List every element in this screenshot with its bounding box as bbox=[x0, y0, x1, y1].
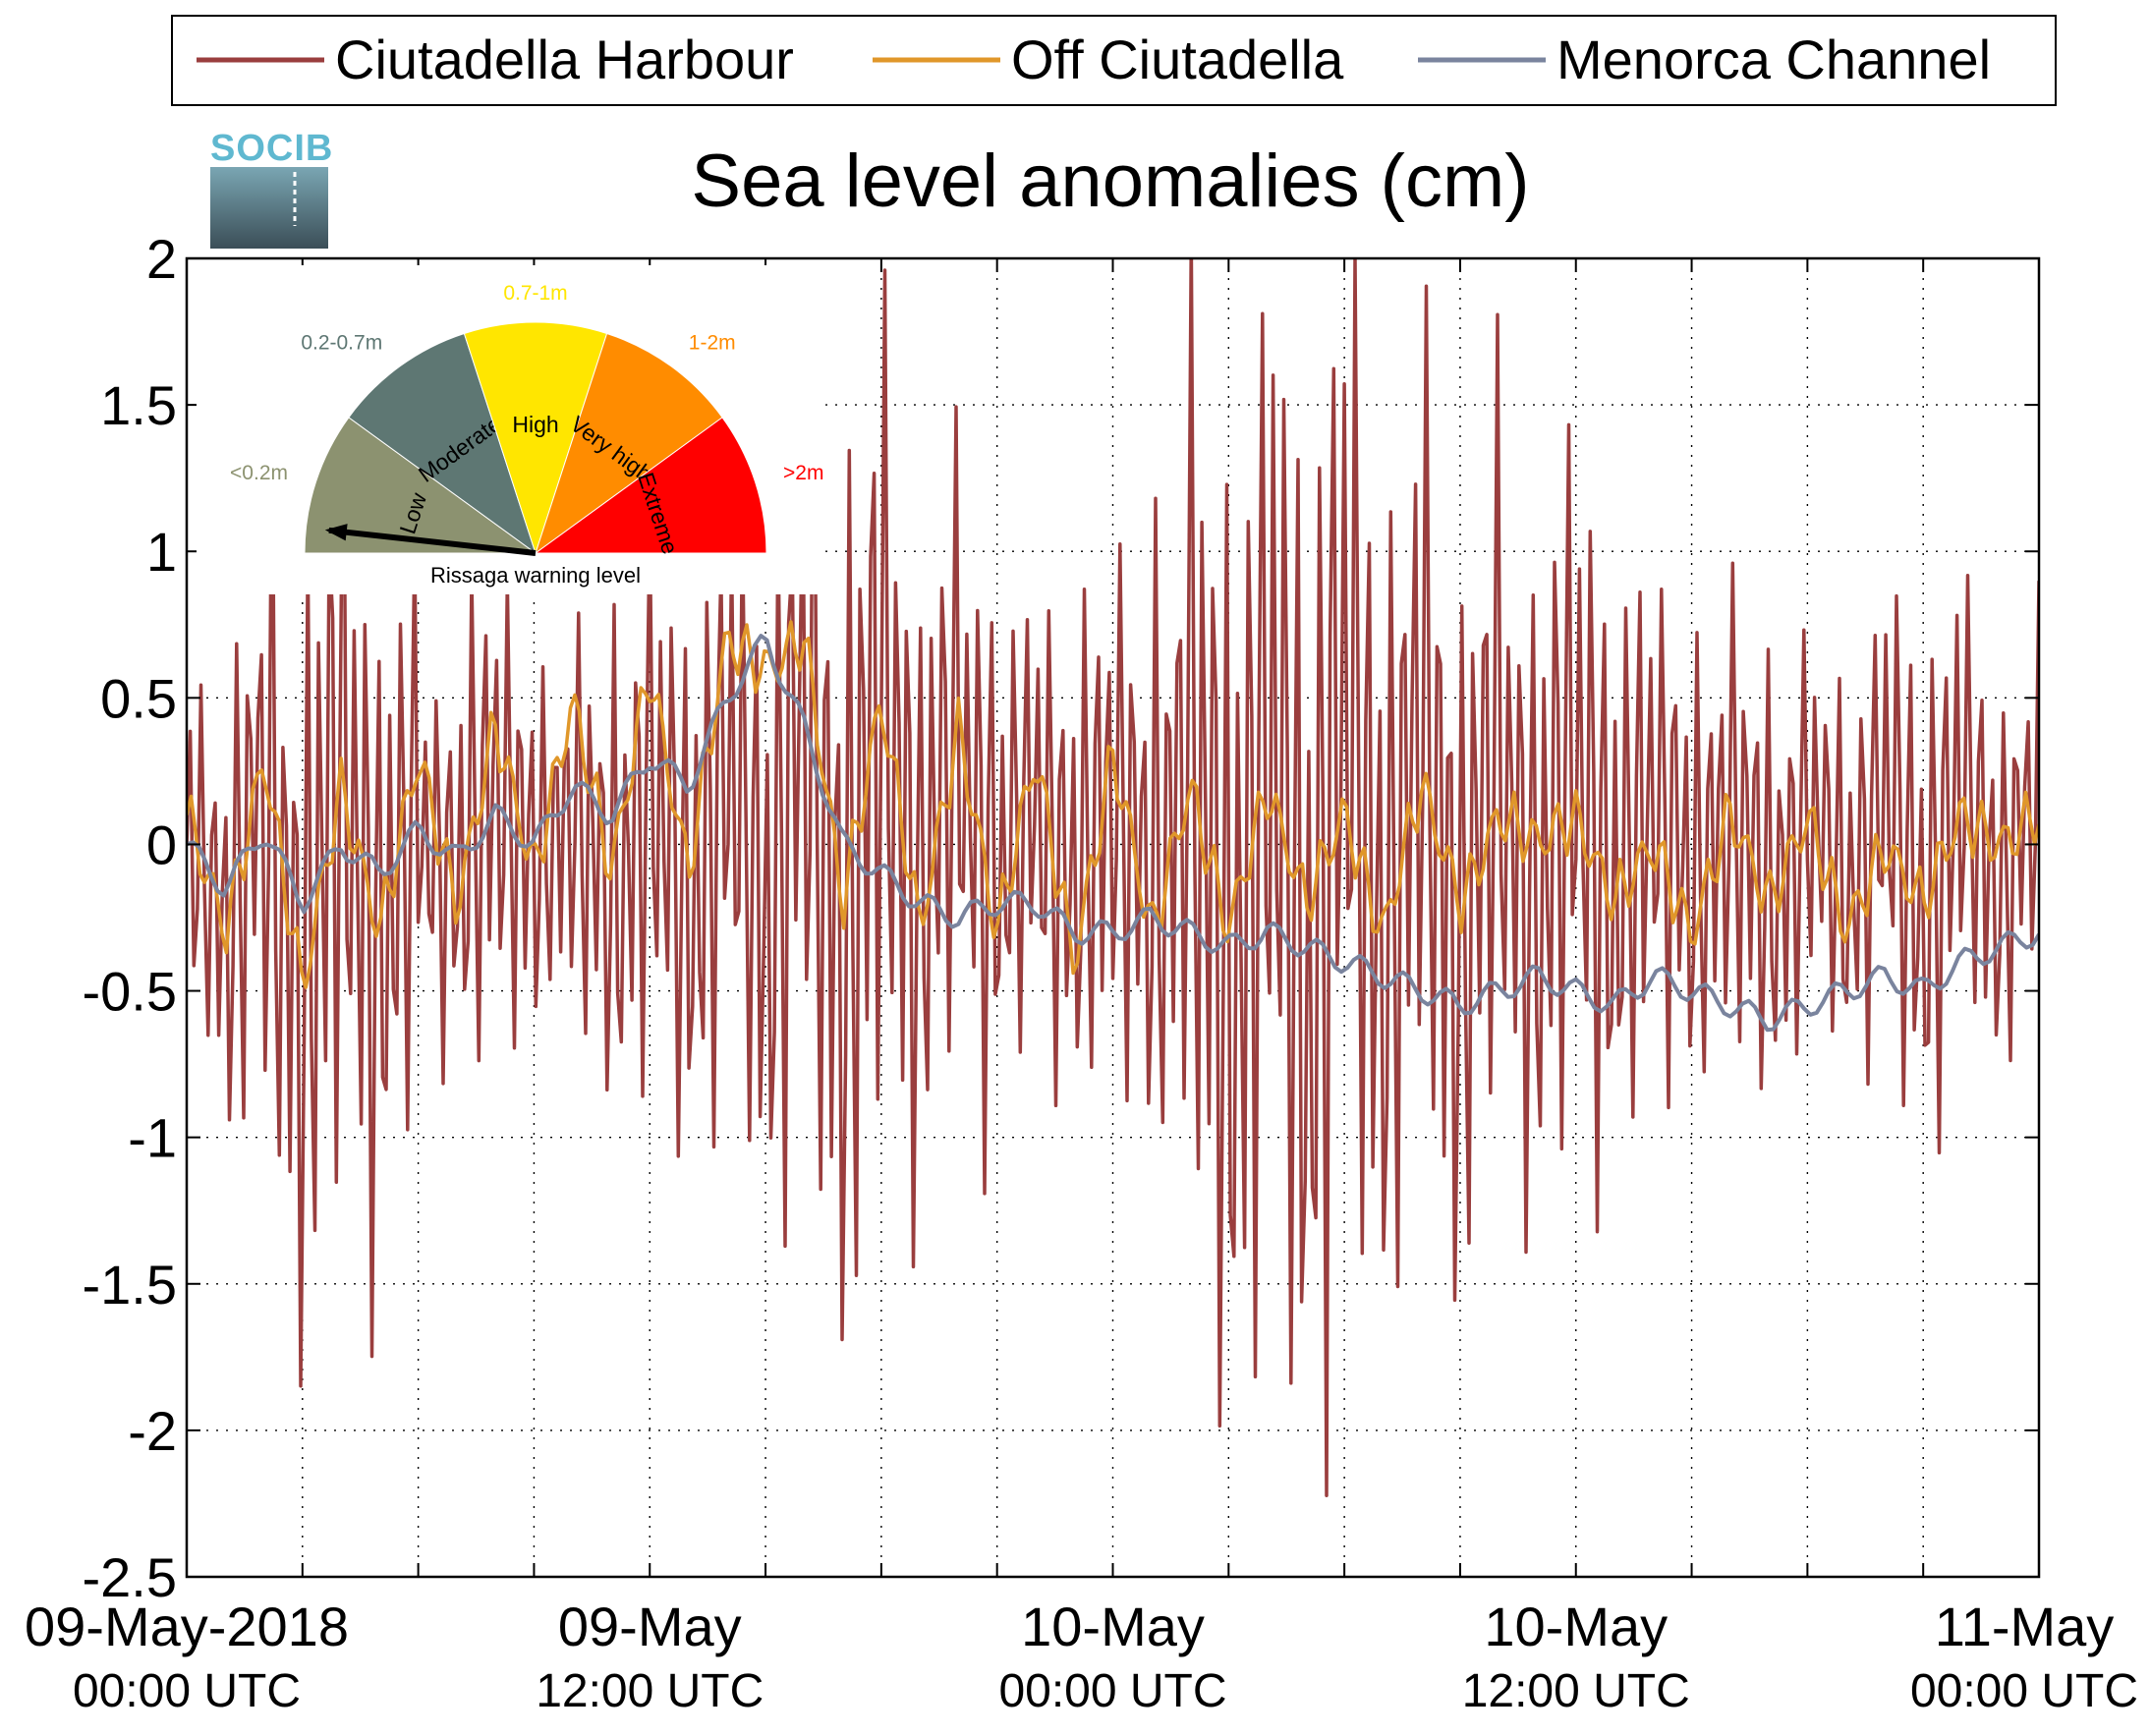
y-axis: 2 1.5 1 0.5 0 -0.5 -1 -1.5 -2 -2.5 bbox=[83, 228, 2039, 1608]
y-tick-label: -0.5 bbox=[83, 961, 178, 1023]
x-axis: 09-May-2018 00:00 UTC 09-May 12:00 UTC 10-Ma… bbox=[25, 258, 2138, 1717]
series-line-1 bbox=[187, 620, 2039, 989]
socib-logo: SOCIB bbox=[210, 128, 333, 249]
plot-area: 2 1.5 1 0.5 0 -0.5 -1 -1.5 -2 -2.509-May-2018 00:0… bbox=[25, 228, 2138, 1717]
gauge-range-label: >2m bbox=[783, 462, 823, 484]
series-lines bbox=[187, 258, 2039, 1497]
x-tick-label-time: 00:00 UTC bbox=[998, 1665, 1226, 1717]
gauge-sector-0 bbox=[304, 417, 538, 554]
x-tick-label-time: 12:00 UTC bbox=[536, 1665, 764, 1717]
x-tick-label-date: 10-May bbox=[1484, 1596, 1668, 1657]
x-tick-label-date: 10-May bbox=[1021, 1596, 1205, 1657]
socib-logo-block bbox=[210, 167, 328, 249]
y-tick-label: 1 bbox=[146, 521, 177, 583]
legend-label-1: Off Ciutadella bbox=[1011, 28, 1344, 90]
legend-label-0: Ciutadella Harbour bbox=[335, 28, 794, 90]
y-tick-label: 0.5 bbox=[100, 667, 177, 729]
chart-title: Sea level anomalies (cm) bbox=[691, 140, 1529, 223]
x-tick-label-date: 09-May bbox=[558, 1596, 742, 1657]
x-tick-label-time: 00:00 UTC bbox=[73, 1665, 301, 1717]
series-line-2 bbox=[187, 634, 2039, 1033]
gauge-range-label: 0.2-0.7m bbox=[301, 332, 382, 355]
inset-title: Rissaga warning level bbox=[430, 563, 641, 588]
gauge-pointer bbox=[328, 527, 537, 556]
gauge-range-label: 1-2m bbox=[689, 332, 736, 355]
y-tick-label: -2.5 bbox=[83, 1546, 178, 1608]
x-tick-label-date: 09-May-2018 bbox=[25, 1596, 349, 1657]
gauge-sector-3 bbox=[535, 332, 723, 555]
gauge-range-label: <0.2m bbox=[230, 462, 288, 484]
gauge-range-label: 0.7-1m bbox=[503, 282, 567, 305]
y-tick-label: -1 bbox=[128, 1107, 177, 1169]
legend-label-2: Menorca Channel bbox=[1556, 28, 1991, 90]
gauge-sector-4 bbox=[534, 417, 767, 554]
legend: Ciutadella Harbour Off Ciutadella Menorc… bbox=[171, 15, 2057, 106]
x-tick-label-time: 12:00 UTC bbox=[1462, 1665, 1690, 1717]
legend-box bbox=[171, 15, 2057, 106]
y-tick-label: -2 bbox=[128, 1400, 177, 1462]
gauge-sector-1 bbox=[348, 332, 537, 555]
x-tick-label-time: 00:00 UTC bbox=[1910, 1665, 2138, 1717]
gauge-sector-label: High bbox=[512, 412, 558, 437]
y-tick-label: 0 bbox=[146, 813, 177, 875]
gauge-pointer-head bbox=[324, 524, 348, 541]
y-tick-label: 1.5 bbox=[100, 374, 177, 436]
socib-logo-text: SOCIB bbox=[210, 128, 333, 169]
x-tick-label-date: 11-May bbox=[1935, 1596, 2115, 1657]
gauge-sector-2 bbox=[463, 321, 608, 555]
series-line-0 bbox=[187, 258, 2039, 1497]
y-tick-label: -1.5 bbox=[83, 1254, 178, 1316]
y-tick-label: 2 bbox=[146, 228, 177, 290]
